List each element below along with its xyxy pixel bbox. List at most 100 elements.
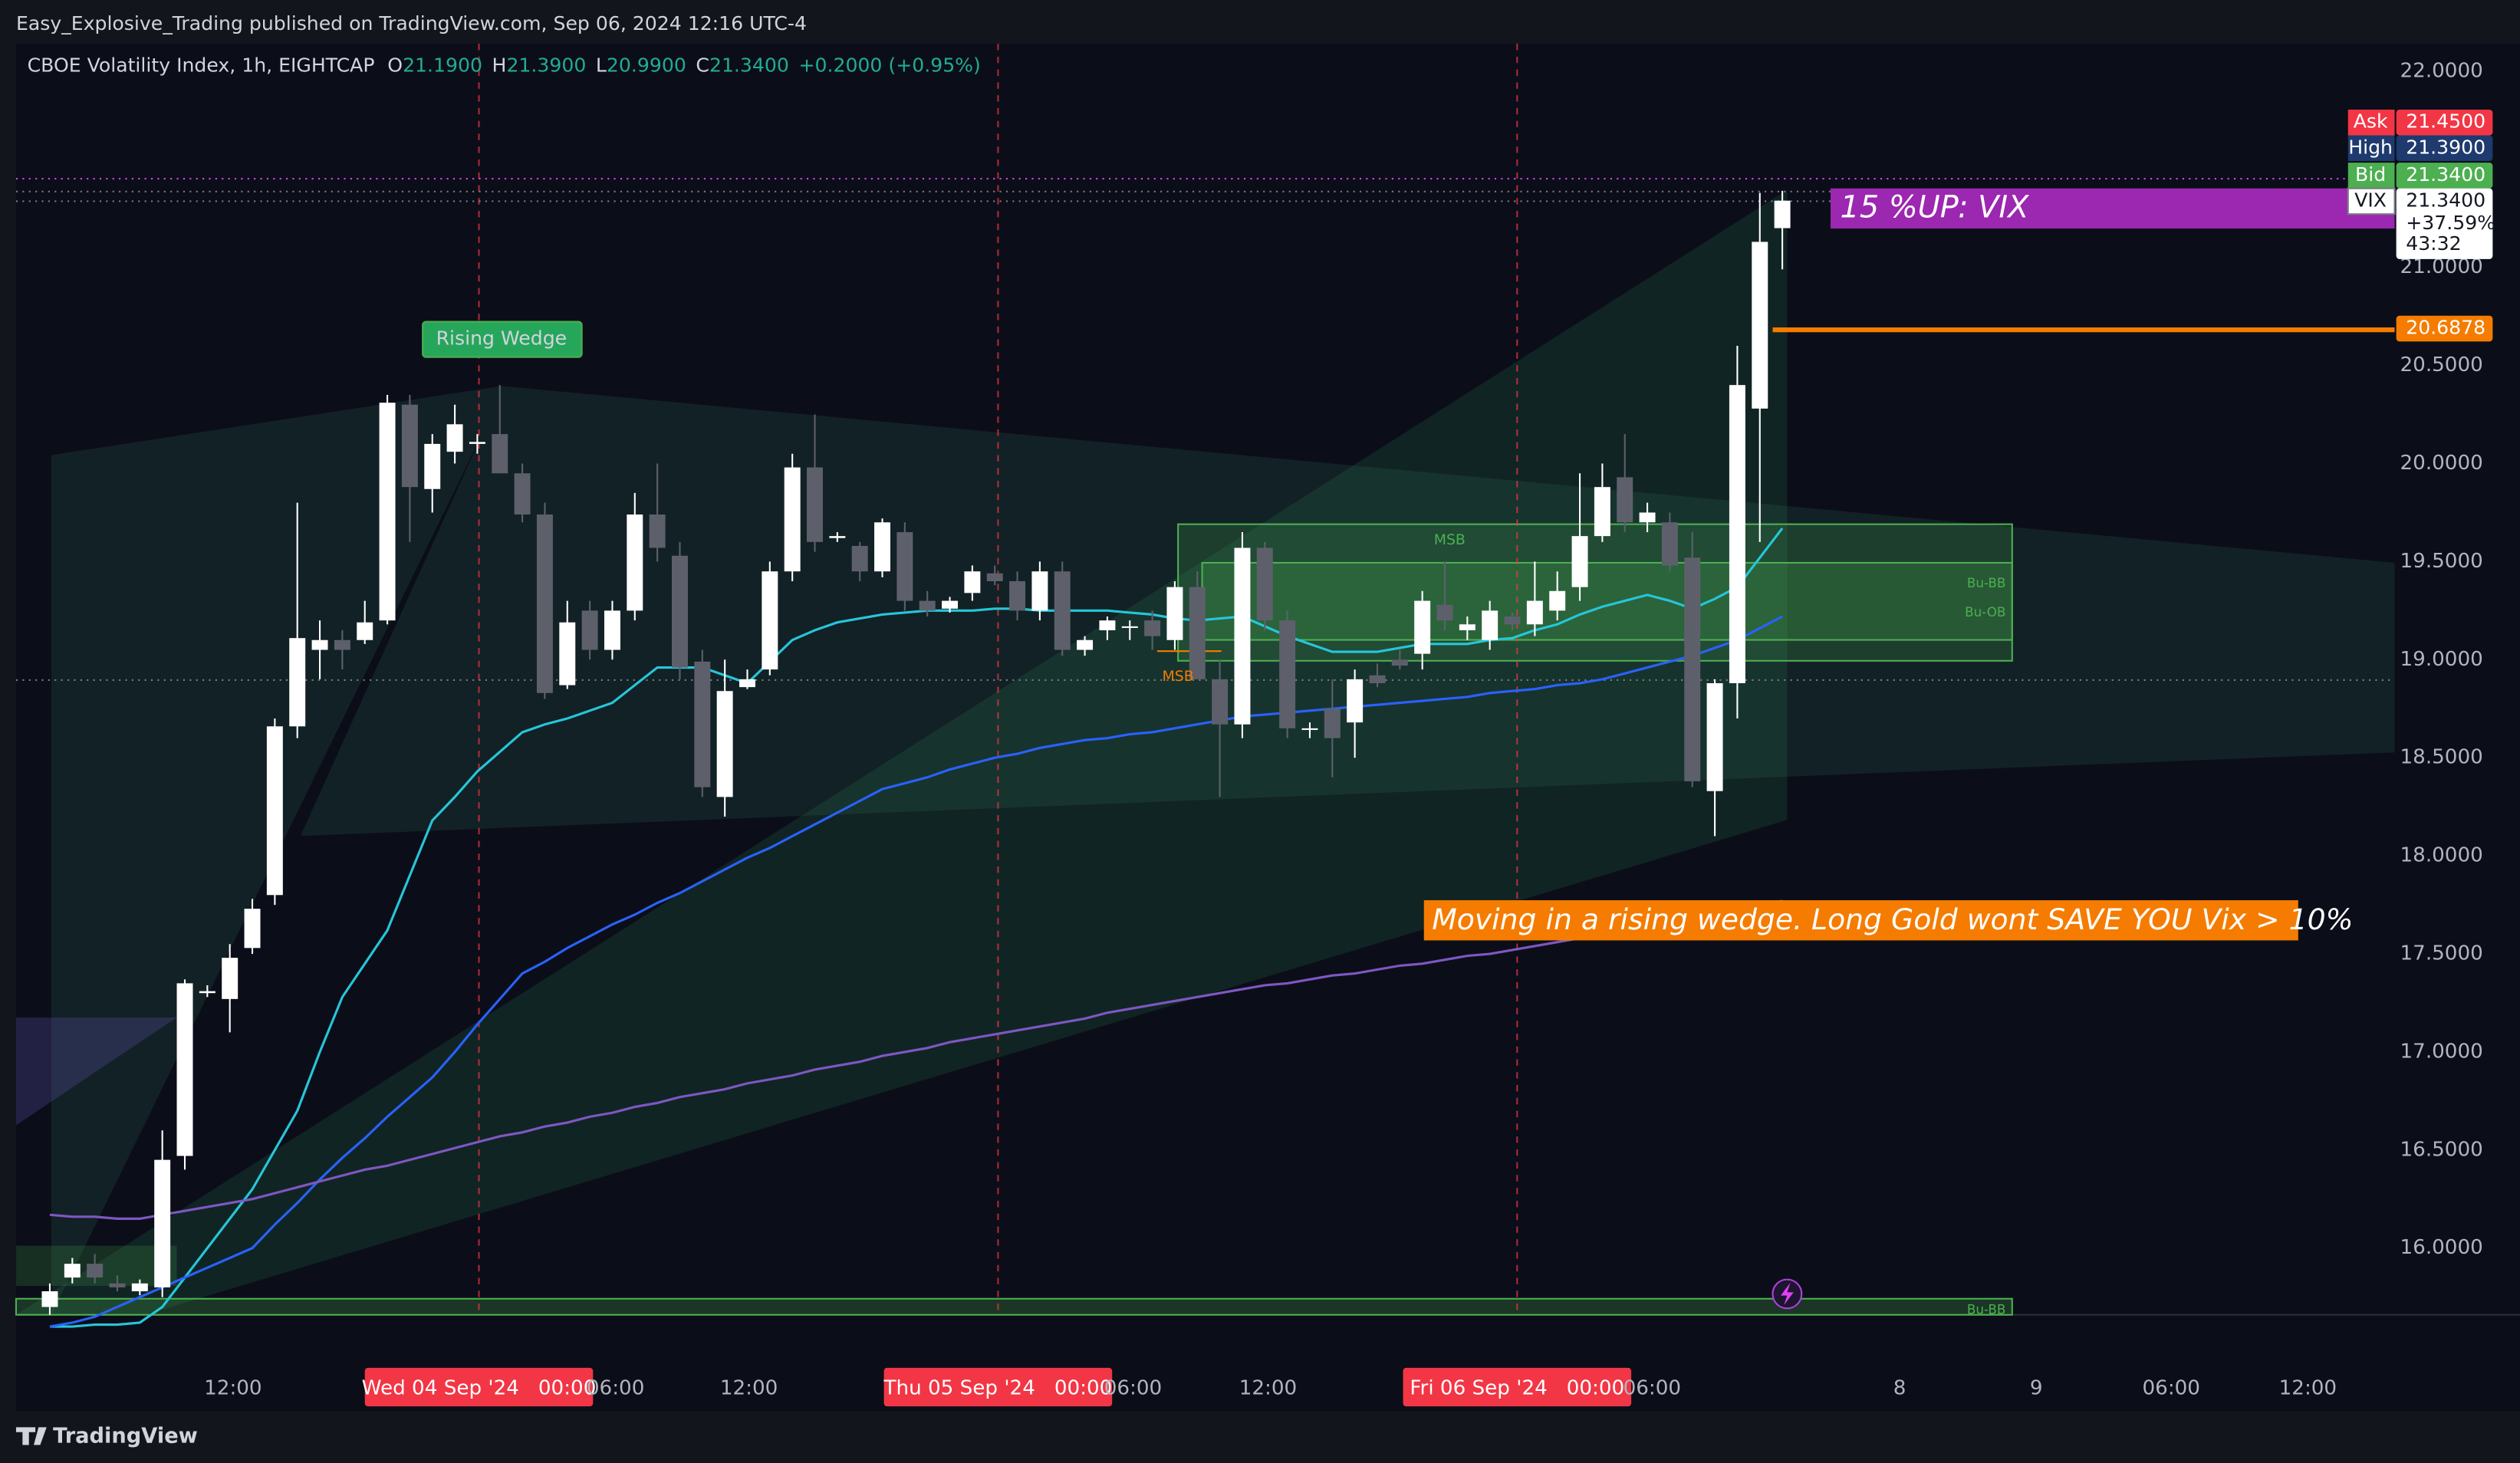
candle-body (1212, 679, 1229, 725)
price-label-box (2396, 109, 2493, 136)
y-tick-label: 19.0000 (2400, 648, 2483, 671)
candle-body (176, 983, 193, 1156)
zone (1201, 561, 2013, 641)
legend-value: 21.1900 (403, 54, 482, 76)
candle-body (1504, 616, 1521, 625)
candle-body (829, 536, 846, 538)
zone-label: Bu-BB (1967, 1301, 2006, 1317)
price-tag-name: VIX (2354, 189, 2387, 211)
price-tag (2347, 135, 2395, 162)
price-label: 21.4500 (2406, 110, 2485, 133)
pane (15, 44, 2395, 1315)
x-tick-label: 12:00 (2279, 1377, 2337, 1400)
candle-body (964, 571, 981, 593)
y-tick-label: 17.0000 (2400, 1040, 2483, 1063)
candle-body (109, 1283, 126, 1287)
date-box (364, 1367, 594, 1407)
candle-body (919, 600, 936, 611)
price-tag-name: Bid (2355, 163, 2386, 186)
candle-body (1031, 571, 1048, 611)
y-tick-label: 18.0000 (2400, 844, 2483, 867)
candle-body (627, 515, 643, 611)
footer: TradingView (53, 1424, 198, 1448)
header: Easy_Explosive_Trading published on Trad… (16, 12, 807, 35)
note-box (1423, 900, 2298, 941)
date-box (883, 1367, 1113, 1407)
x-tick-label: Thu 05 Sep '24 00:00 (883, 1377, 1113, 1400)
candle-body (1617, 477, 1633, 523)
candle-body (694, 661, 711, 787)
candle-body (581, 610, 598, 650)
candle-body (762, 571, 778, 670)
candle-body (1752, 242, 1768, 409)
price-label-box (2396, 135, 2493, 162)
x-tick-label: 12:00 (720, 1377, 778, 1400)
logo (15, 1427, 47, 1445)
candle-body (1099, 620, 1116, 630)
zone-label: MSB (1434, 531, 1466, 548)
candle-body (446, 424, 463, 452)
y-tick-label: 19.5000 (2400, 550, 2483, 573)
legend-title: CBOE Volatility Index, 1h, EIGHTCAP (28, 54, 375, 76)
price-label: 21.3900 (2406, 136, 2485, 158)
candle-body (244, 909, 261, 948)
overlay: CBOE Volatility Index, 1h, EIGHTCAP O21.1… (15, 54, 2395, 1448)
candle-body (1054, 571, 1071, 650)
legend-value: 21.3400 (709, 54, 789, 76)
candle-body (559, 622, 576, 685)
legend-change: +0.2000 (+0.95%) (798, 54, 980, 76)
x-tick-label: 8 (1893, 1377, 1906, 1400)
zone-label: Bu-OB (1965, 604, 2005, 620)
candle-body (1324, 708, 1341, 738)
candle-body (64, 1264, 81, 1278)
candle-body (1549, 590, 1566, 611)
bar-countdown: 43:32 (2406, 232, 2461, 255)
candle-body (1347, 679, 1364, 723)
candle-body (492, 434, 508, 474)
y-tick-label: 16.5000 (2400, 1138, 2483, 1161)
x-tick-label: 06:00 (587, 1377, 644, 1400)
x-tick-label: 06:00 (2143, 1377, 2200, 1400)
zone-label: Bu-BB (1967, 575, 2006, 590)
candle-body (334, 639, 350, 650)
candle-body (1526, 600, 1543, 625)
candle-body (716, 691, 733, 797)
candle-body (671, 555, 688, 668)
candle-body (1482, 610, 1499, 640)
pattern-label: Rising Wedge (436, 327, 567, 350)
y-tick-label: 22.0000 (2400, 59, 2483, 82)
candle-body (807, 467, 823, 542)
candle-body (1594, 487, 1610, 537)
candle-body (289, 638, 306, 727)
candle-body (1729, 385, 1745, 684)
candle-body (87, 1264, 104, 1278)
candle-body (1279, 620, 1296, 728)
candle-body (41, 1291, 58, 1307)
legend-value: 20.9900 (607, 54, 686, 76)
price-label-box (2396, 163, 2493, 189)
candle-body (266, 726, 283, 896)
x-tick-label: 12:00 (1239, 1377, 1297, 1400)
candle-body (1256, 547, 1273, 621)
ma-line (49, 615, 1783, 1328)
candle-body (604, 610, 620, 650)
candle-body (649, 515, 666, 548)
price-label: 20.6878 (2406, 317, 2485, 339)
price-change: +37.59% (2406, 212, 2495, 234)
candle-body (154, 1159, 171, 1287)
price-tag (2347, 163, 2395, 189)
price-tag (2347, 187, 2396, 215)
price-label-box (2396, 188, 2493, 259)
x-tick-label: 06:00 (1624, 1377, 1681, 1400)
candle-body (784, 467, 801, 572)
y-tick-label: 21.0000 (2400, 255, 2483, 278)
candle-body (379, 403, 396, 621)
pattern-box (422, 321, 583, 358)
candle-body (1571, 536, 1588, 587)
price-tag-name: Ask (2354, 110, 2388, 133)
candle-body (1684, 557, 1701, 781)
candle-body (942, 600, 959, 609)
channel (51, 386, 2395, 1315)
